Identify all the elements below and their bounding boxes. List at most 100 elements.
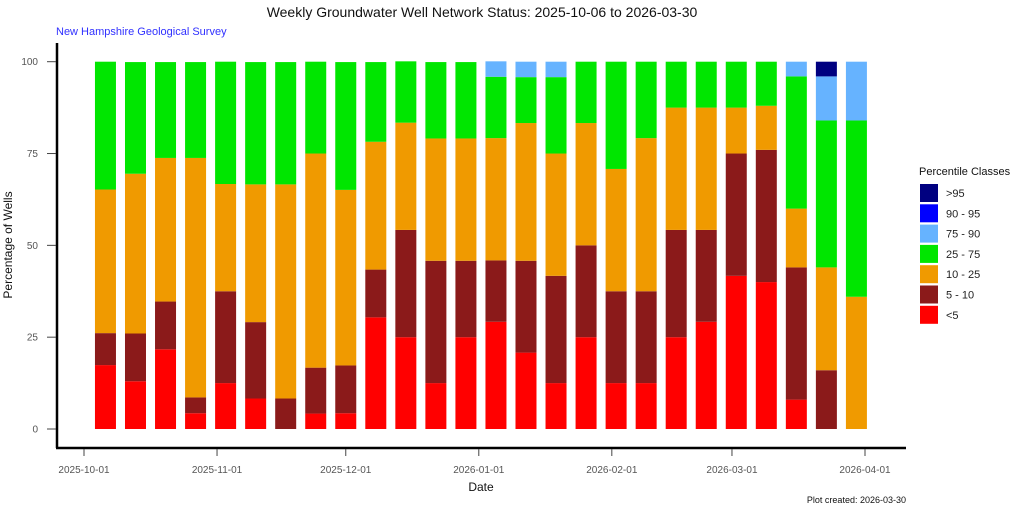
- bar-segment-p5minus: [785, 399, 807, 429]
- bar-segment-p10-25: [665, 107, 687, 230]
- bar-segment-p5minus: [155, 349, 177, 429]
- bar-segment-p5minus: [215, 383, 237, 429]
- bar-stack: [635, 61, 657, 429]
- legend-swatch: [920, 305, 938, 324]
- bar-stack: [545, 61, 567, 429]
- bar-segment-p75-90: [785, 61, 807, 77]
- legend-item: 90 - 95: [920, 204, 980, 223]
- bar-stack: [335, 62, 357, 429]
- bar-segment-p5-10: [485, 260, 507, 322]
- bar-segment-p25-75: [335, 62, 357, 190]
- bar-segment-p5minus: [305, 413, 327, 429]
- chart-subtitle: New Hampshire Geological Survey: [56, 26, 227, 38]
- bar-segment-p25-75: [485, 76, 507, 139]
- bar-segment-p5-10: [94, 333, 116, 366]
- bar-segment-p5-10: [425, 260, 447, 384]
- legend-swatch: [920, 224, 938, 243]
- bar-segment-p5-10: [455, 260, 477, 338]
- bar-segment-p5-10: [335, 365, 357, 414]
- y-ticks-group: 0 25 50 75 100: [21, 57, 56, 436]
- bar-segment-p10-25: [425, 138, 447, 261]
- legend-item: 75 - 90: [920, 224, 980, 243]
- bar-segment-p5minus: [695, 321, 717, 429]
- bar-segment-p25-75: [545, 77, 567, 154]
- bar-segment-p25-75: [815, 120, 837, 268]
- bar-segment-p25-75: [305, 61, 327, 154]
- bar-stack: [185, 62, 207, 429]
- bar-segment-p5-10: [124, 333, 146, 382]
- x-tick-label: 2026-02-01: [586, 465, 638, 476]
- bar-segment-p5-10: [245, 322, 267, 399]
- bar-segment-p5-10: [605, 291, 627, 384]
- bar-segment-p10-25: [215, 184, 237, 292]
- bar-segment-p25-75: [94, 61, 116, 190]
- y-tick-label: 50: [27, 241, 39, 252]
- legend-label: 25 - 75: [946, 249, 980, 261]
- bar-stack: [785, 61, 807, 429]
- y-tick-label: 100: [21, 57, 38, 68]
- bar-segment-p5minus: [365, 317, 387, 429]
- bar-segment-p5minus: [515, 352, 537, 429]
- bar-segment-p5-10: [545, 275, 567, 384]
- bar-segment-p10-25: [605, 168, 627, 292]
- bar-segment-p5minus: [245, 398, 267, 429]
- bar-segment-p5minus: [425, 383, 447, 429]
- bar-segment-p25-75: [755, 61, 777, 106]
- legend-item: 10 - 25: [920, 265, 980, 284]
- bar-segment-p75-90: [845, 61, 867, 121]
- bar-segment-p10-25: [635, 138, 657, 292]
- bar-segment-p10-25: [335, 189, 357, 366]
- bar-segment-p5-10: [785, 267, 807, 400]
- bar-segment-p25-75: [605, 61, 627, 169]
- bar-segment-p10-25: [245, 184, 267, 323]
- bar-segment-p5-10: [515, 260, 537, 353]
- bar-segment-p5-10: [275, 398, 297, 429]
- x-ticks-group: 2025-10-01 2025-11-01 2025-12-01 2026-01-01…: [58, 449, 891, 476]
- bar-segment-p95plus: [815, 61, 837, 77]
- bar-stack: [245, 62, 267, 429]
- bar-segment-p10-25: [94, 189, 116, 334]
- bar-segment-p5minus: [185, 413, 207, 429]
- bar-segment-p5minus: [755, 282, 777, 429]
- bar-stack: [575, 61, 597, 429]
- legend-swatch: [920, 265, 938, 284]
- bar-segment-p10-25: [485, 138, 507, 261]
- x-tick-label: 2025-12-01: [320, 465, 372, 476]
- legend-title: Percentile Classes: [919, 166, 1011, 178]
- legend: Percentile Classes >95 90 - 95 75 - 90 25 -…: [919, 166, 1011, 324]
- bar-segment-p25-75: [365, 62, 387, 142]
- bar-stack: [845, 61, 867, 429]
- legend-item: 5 - 10: [920, 285, 974, 304]
- bar-segment-p10-25: [395, 122, 417, 230]
- bar-segment-p25-75: [695, 61, 717, 108]
- bar-segment-p5-10: [365, 269, 387, 318]
- bar-segment-p10-25: [455, 138, 477, 261]
- bar-segment-p5-10: [755, 149, 777, 283]
- bar-stack: [425, 62, 447, 429]
- x-tick-label: 2025-10-01: [58, 465, 110, 476]
- bar-segment-p25-75: [185, 62, 207, 158]
- bar-stack: [665, 61, 687, 429]
- x-tick-label: 2026-03-01: [706, 465, 758, 476]
- bar-segment-p10-25: [155, 157, 177, 302]
- bar-segment-p25-75: [155, 62, 177, 158]
- bar-segment-p5minus: [395, 337, 417, 429]
- bar-segment-p5-10: [305, 367, 327, 414]
- bar-segment-p75-90: [485, 61, 507, 77]
- bar-segment-p10-25: [365, 141, 387, 270]
- bar-segment-p5minus: [635, 383, 657, 429]
- bar-segment-p10-25: [785, 208, 807, 268]
- bar-segment-p25-75: [515, 77, 537, 124]
- bar-stack: [485, 61, 507, 429]
- bar-segment-p5minus: [455, 337, 477, 429]
- plot-created-caption: Plot created: 2026-03-30: [807, 495, 906, 505]
- bar-stack: [605, 61, 627, 429]
- legend-label: 90 - 95: [946, 208, 980, 220]
- x-axis-label: Date: [468, 480, 494, 494]
- bar-segment-p25-75: [635, 61, 657, 139]
- bar-segment-p10-25: [695, 107, 717, 230]
- bar-segment-p10-25: [545, 153, 567, 276]
- bar-segment-p5-10: [815, 370, 837, 429]
- legend-label: 10 - 25: [946, 269, 980, 281]
